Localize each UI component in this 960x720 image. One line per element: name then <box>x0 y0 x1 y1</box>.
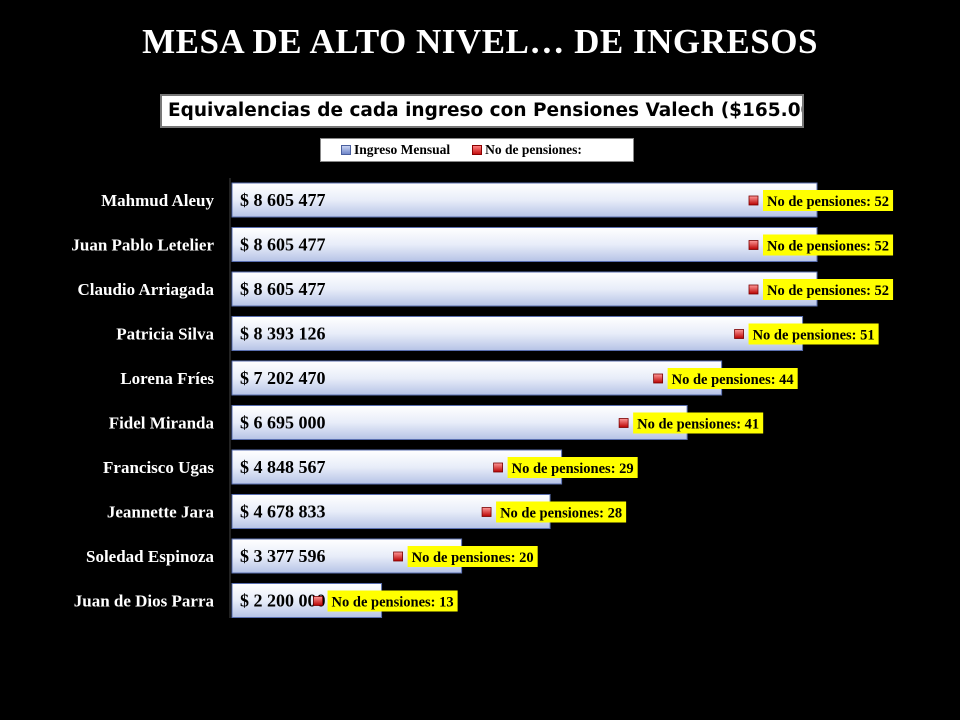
pension-label-box <box>667 368 798 389</box>
category-label: Patricia Silva <box>116 325 214 344</box>
chart-legend: Ingreso Mensual No de pensiones: <box>320 138 634 162</box>
pension-value-label: No de pensiones: 29 <box>512 461 634 477</box>
category-label: Fidel Miranda <box>109 414 215 433</box>
pension-label-box <box>327 590 458 612</box>
income-bar <box>231 360 723 396</box>
legend-entry-pensiones: No de pensiones: <box>472 142 582 158</box>
income-value-label: $ 8 605 477 <box>240 235 326 255</box>
legend-swatch-ingreso <box>341 145 351 155</box>
category-label: Francisco Ugas <box>103 458 214 477</box>
pension-value-label: No de pensiones: 28 <box>500 506 622 522</box>
pension-marker <box>393 551 404 562</box>
income-value-label: $ 4 848 567 <box>240 457 326 477</box>
pension-label-box <box>407 546 538 567</box>
income-value-label: $ 6 695 000 <box>240 413 326 433</box>
pension-value-label: No de pensiones: 52 <box>767 239 889 255</box>
pension-marker <box>481 507 492 517</box>
pension-marker <box>748 195 759 206</box>
pension-label-box <box>507 457 638 478</box>
pension-marker <box>313 596 323 606</box>
pension-label-box <box>748 323 879 345</box>
chart-marks: Mahmud Aleuy $ 8 605 477 No de pensiones: … <box>71 182 894 618</box>
income-value-label: $ 4 678 833 <box>240 502 326 522</box>
income-value-label: $ 8 605 477 <box>240 279 326 299</box>
income-value-label: $ 2 200 000 <box>240 591 326 611</box>
income-value-label: $ 8 393 126 <box>240 324 326 344</box>
pension-label-box <box>763 190 894 211</box>
income-value-label: $ 8 605 477 <box>240 190 326 210</box>
category-label: Jeannette Jara <box>107 503 215 522</box>
pension-marker <box>653 373 664 384</box>
pension-value-label: No de pensiones: 52 <box>767 194 889 210</box>
income-bar <box>231 316 804 351</box>
income-value-label: $ 7 202 470 <box>240 368 326 388</box>
category-label: Lorena Fríes <box>120 369 214 388</box>
chart-title: Equivalencias de cada ingreso con Pensio… <box>160 94 804 128</box>
pension-marker <box>734 329 744 339</box>
pension-label-box <box>496 501 627 523</box>
legend-swatch-pensiones <box>472 145 483 155</box>
income-value-label: $ 3 377 596 <box>240 546 326 566</box>
pension-value-label: No de pensiones: 44 <box>672 372 794 388</box>
pension-value-label: No de pensiones: 52 <box>767 283 889 299</box>
pension-value-label: No de pensiones: 13 <box>332 595 454 611</box>
pension-marker <box>618 418 629 428</box>
legend-label-ingreso: Ingreso Mensual <box>354 142 451 157</box>
pension-marker <box>748 284 759 295</box>
income-bar <box>231 449 563 485</box>
pension-label-box <box>633 412 764 434</box>
category-label: Soledad Espinoza <box>86 547 215 566</box>
pension-value-label: No de pensiones: 41 <box>637 417 759 433</box>
pension-value-label: No de pensiones: 51 <box>753 328 875 344</box>
category-label: Juan de Dios Parra <box>74 592 215 611</box>
pension-marker <box>493 462 504 473</box>
category-label: Claudio Arriagada <box>78 280 215 299</box>
legend-label-pensiones: No de pensiones: <box>485 142 582 157</box>
category-label: Juan Pablo Letelier <box>71 236 214 255</box>
category-label: Mahmud Aleuy <box>101 191 214 210</box>
legend-entry-ingreso: Ingreso Mensual <box>341 142 450 158</box>
pension-marker <box>748 240 759 250</box>
pension-label-box <box>763 234 894 256</box>
pension-value-label: No de pensiones: 20 <box>412 550 534 566</box>
main-title: MESA DE ALTO NIVEL… DE INGRESOS <box>142 22 818 61</box>
income-bar <box>231 405 688 440</box>
pension-label-box <box>763 279 894 300</box>
